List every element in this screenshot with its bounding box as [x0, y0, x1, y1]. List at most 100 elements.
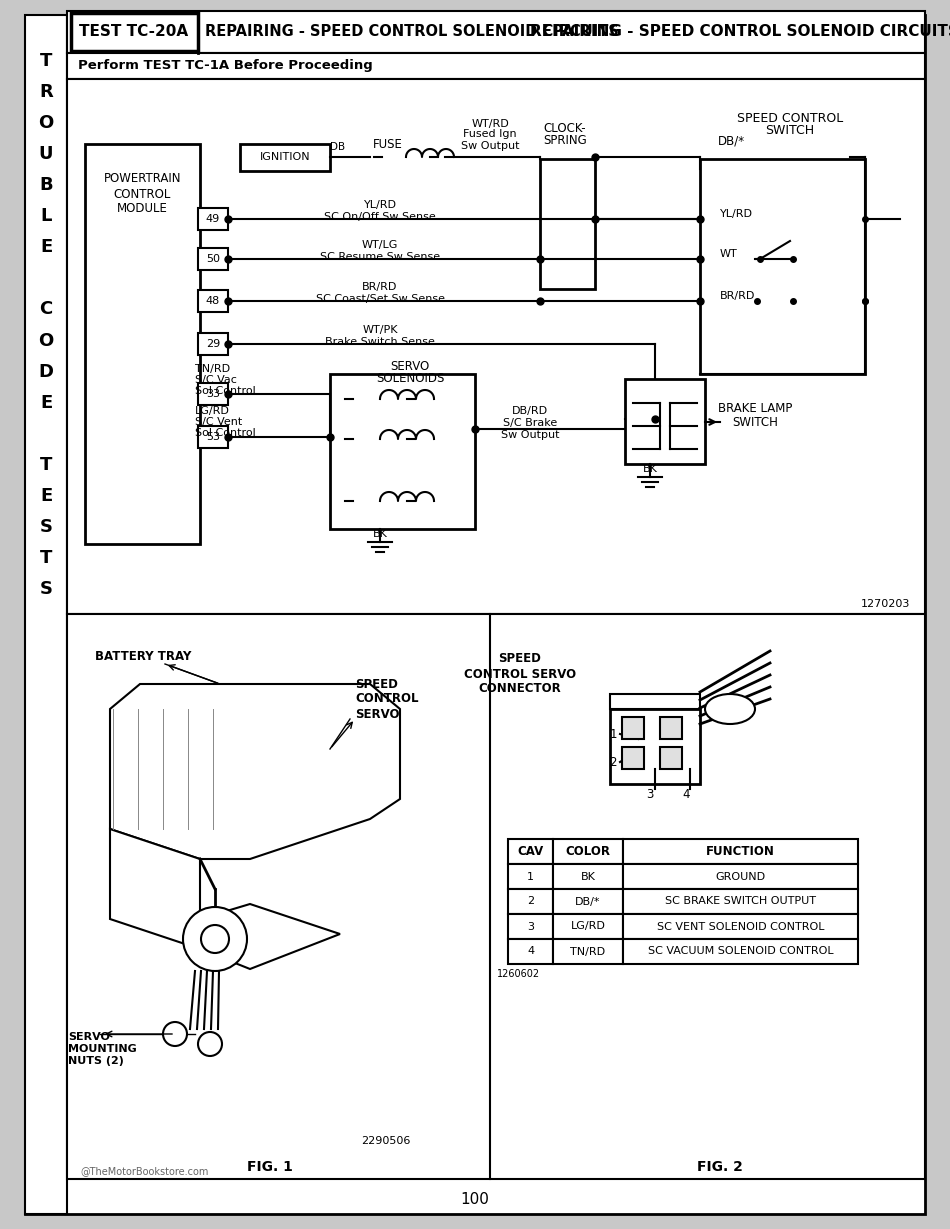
Text: TN/RD: TN/RD	[570, 946, 605, 956]
Bar	[623, 864, 858, 889]
Polygon shape	[110, 685, 400, 859]
Circle shape	[163, 1023, 187, 1046]
Text: 50: 50	[206, 254, 220, 264]
Text: O: O	[38, 114, 53, 133]
Text: Sol Control: Sol Control	[195, 386, 256, 396]
Text: YL/RD: YL/RD	[364, 200, 396, 210]
Bar	[508, 889, 553, 914]
Text: SC BRAKE SWITCH OUTPUT: SC BRAKE SWITCH OUTPUT	[665, 896, 816, 907]
Text: BR/RD: BR/RD	[720, 291, 755, 301]
Text: WT/LG: WT/LG	[362, 240, 398, 249]
Bar	[198, 248, 228, 270]
Text: DB/*: DB/*	[576, 896, 600, 907]
Text: L: L	[40, 208, 51, 225]
Bar	[540, 159, 595, 289]
Bar	[625, 379, 705, 465]
Text: E: E	[40, 487, 52, 505]
Text: 1270203: 1270203	[861, 599, 910, 610]
Text: U: U	[39, 145, 53, 163]
Text: Perform TEST TC-1A Before Proceeding: Perform TEST TC-1A Before Proceeding	[78, 59, 372, 73]
Text: SWITCH: SWITCH	[732, 417, 778, 429]
Bar	[240, 144, 330, 171]
Text: SC VACUUM SOLENOID CONTROL: SC VACUUM SOLENOID CONTROL	[648, 946, 833, 956]
Text: E: E	[40, 393, 52, 412]
Circle shape	[183, 907, 247, 971]
Ellipse shape	[705, 694, 755, 724]
Bar	[660, 717, 682, 739]
Bar	[198, 426, 228, 449]
Text: Brake Switch Sense: Brake Switch Sense	[325, 337, 435, 347]
Text: BK: BK	[642, 465, 657, 474]
Text: T: T	[40, 52, 52, 70]
Text: 49: 49	[206, 214, 220, 224]
Text: 100: 100	[461, 1191, 489, 1207]
Bar	[553, 864, 623, 889]
Text: Sw Output: Sw Output	[501, 430, 560, 440]
Text: YL/RD: YL/RD	[720, 209, 753, 219]
Bar	[610, 709, 700, 784]
Text: BRAKE LAMP: BRAKE LAMP	[718, 403, 792, 415]
Text: IGNITION: IGNITION	[259, 152, 311, 162]
Text: 3: 3	[527, 922, 534, 932]
Bar	[330, 374, 475, 528]
Text: SC Coast/Set Sw Sense: SC Coast/Set Sw Sense	[315, 294, 445, 304]
Text: Sol Control: Sol Control	[195, 428, 256, 438]
Bar	[508, 864, 553, 889]
Text: T: T	[40, 549, 52, 567]
Text: SPEED
CONTROL
SERVO: SPEED CONTROL SERVO	[355, 677, 419, 720]
Circle shape	[201, 925, 229, 952]
Text: 33: 33	[206, 390, 220, 399]
Bar	[622, 717, 644, 739]
Text: T: T	[40, 456, 52, 473]
Circle shape	[198, 1032, 222, 1056]
Text: S: S	[40, 517, 52, 536]
Text: FUNCTION: FUNCTION	[706, 846, 775, 858]
Text: MODULE: MODULE	[117, 203, 168, 215]
Bar	[553, 914, 623, 939]
Text: 1: 1	[609, 728, 617, 741]
Bar	[623, 914, 858, 939]
Text: LG/RD: LG/RD	[195, 406, 230, 415]
Text: 2290506: 2290506	[361, 1136, 410, 1145]
Text: SC On/Off Sw Sense: SC On/Off Sw Sense	[324, 211, 436, 222]
Text: WT/RD: WT/RD	[471, 119, 509, 129]
Text: S/C Vent: S/C Vent	[195, 417, 242, 426]
Text: DB/*: DB/*	[718, 134, 745, 147]
Bar	[508, 839, 553, 864]
Text: WT: WT	[720, 249, 738, 259]
Bar	[67, 79, 925, 614]
Text: S: S	[40, 580, 52, 599]
Text: BR/RD: BR/RD	[362, 281, 398, 293]
Text: GROUND: GROUND	[715, 871, 766, 881]
Text: SERVO
MOUNTING
NUTS (2): SERVO MOUNTING NUTS (2)	[68, 1032, 137, 1066]
Polygon shape	[110, 830, 200, 949]
Text: REPAIRING - SPEED CONTROL SOLENOID CIRCUITS: REPAIRING - SPEED CONTROL SOLENOID CIRCU…	[205, 25, 618, 39]
Text: SC VENT SOLENOID CONTROL: SC VENT SOLENOID CONTROL	[656, 922, 825, 932]
Bar	[85, 144, 200, 544]
Text: 1: 1	[527, 871, 534, 881]
Text: POWERTRAIN: POWERTRAIN	[104, 172, 181, 186]
Text: FIG. 1: FIG. 1	[247, 1160, 293, 1174]
Bar	[71, 14, 198, 50]
Text: 1260602: 1260602	[497, 968, 541, 980]
Text: SERVO: SERVO	[390, 360, 429, 374]
Text: @TheMotorBookstore.com: @TheMotorBookstore.com	[80, 1166, 208, 1176]
Bar	[700, 159, 865, 374]
Bar	[553, 889, 623, 914]
Bar	[623, 889, 858, 914]
Text: FUSE: FUSE	[373, 138, 403, 150]
Text: 48: 48	[206, 296, 220, 306]
Text: SOLENOIDS: SOLENOIDS	[376, 372, 445, 386]
Bar	[67, 614, 925, 1179]
Bar	[25, 15, 67, 1214]
Bar	[198, 208, 228, 230]
Bar	[623, 839, 858, 864]
Text: S/C Vac: S/C Vac	[195, 375, 237, 385]
Bar	[610, 694, 700, 709]
Text: B: B	[39, 176, 53, 194]
Text: 4: 4	[682, 788, 690, 800]
Text: CLOCK-: CLOCK-	[543, 123, 586, 135]
Bar	[553, 939, 623, 964]
Text: S/C Brake: S/C Brake	[503, 418, 557, 428]
Bar	[198, 333, 228, 355]
